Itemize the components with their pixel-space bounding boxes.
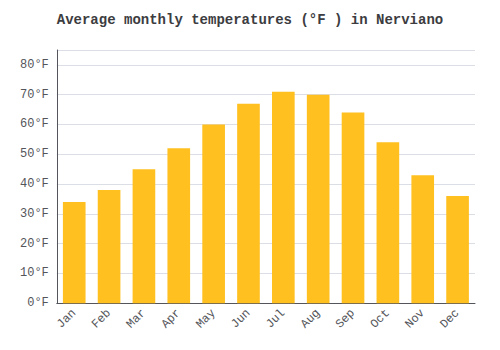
svg-text:Mar: Mar bbox=[124, 306, 149, 331]
svg-text:Jan: Jan bbox=[54, 306, 79, 331]
svg-text:Aug: Aug bbox=[298, 306, 323, 331]
svg-text:0°F: 0°F bbox=[27, 296, 49, 310]
svg-text:40°F: 40°F bbox=[20, 177, 49, 191]
svg-text:May: May bbox=[193, 306, 218, 331]
svg-text:10°F: 10°F bbox=[20, 266, 49, 280]
svg-text:Jul: Jul bbox=[263, 306, 288, 331]
svg-text:Apr: Apr bbox=[159, 306, 184, 331]
svg-text:Sep: Sep bbox=[333, 306, 358, 331]
svg-text:30°F: 30°F bbox=[20, 207, 49, 221]
svg-text:50°F: 50°F bbox=[20, 147, 49, 161]
svg-text:Average monthly temperatures (: Average monthly temperatures (°F ) in Ne… bbox=[57, 12, 443, 28]
svg-text:60°F: 60°F bbox=[20, 117, 49, 131]
svg-text:Nov: Nov bbox=[403, 306, 428, 331]
svg-text:20°F: 20°F bbox=[20, 237, 49, 251]
svg-text:Feb: Feb bbox=[89, 306, 114, 331]
svg-text:80°F: 80°F bbox=[20, 58, 49, 72]
svg-text:Dec: Dec bbox=[437, 306, 462, 331]
svg-text:Oct: Oct bbox=[368, 306, 393, 331]
svg-text:70°F: 70°F bbox=[20, 88, 49, 102]
svg-text:Jun: Jun bbox=[228, 306, 253, 331]
